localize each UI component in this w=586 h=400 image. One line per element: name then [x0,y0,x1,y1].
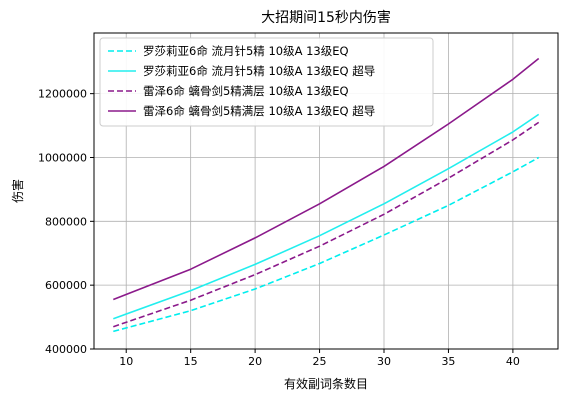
legend-label-4: 雷泽6命 螭骨剑5精满层 10级A 13级EQ 超导 [143,104,375,118]
series-line-3 [113,121,540,328]
x-tick-label: 40 [506,355,520,368]
y-axis-title: 伤害 [10,179,25,203]
y-tick-label: 1000000 [38,151,87,164]
plot-frame [93,32,559,350]
y-tick-label: 400000 [45,343,87,356]
chart-title: 大招期间15秒内伤害 [261,10,391,26]
x-tick-label: 10 [119,355,133,368]
axis-ticks: 10 15 20 25 30 35 40 400000 600000 800000 1000000 1… [38,88,520,368]
y-tick-label: 600000 [45,279,87,292]
legend: 罗莎莉亚6命 流月针5精 10级A 13级EQ 罗莎莉亚6命 流月针5精 10级A… [99,37,434,127]
y-tick-label: 1200000 [38,88,87,101]
y-tick-label: 800000 [45,215,87,228]
series-line-4 [113,57,540,301]
legend-box [99,37,434,127]
x-tick-label: 30 [377,355,391,368]
x-tick-label: 35 [441,355,455,368]
x-tick-label: 20 [248,355,262,368]
series-layer [113,57,540,333]
series-line-1 [113,156,540,333]
legend-label-3: 雷泽6命 螭骨剑5精满层 10级A 13级EQ [143,84,349,98]
legend-label-1: 罗莎莉亚6命 流月针5精 10级A 13级EQ [143,44,349,58]
legend-label-2: 罗莎莉亚6命 流月针5精 10级A 13级EQ 超导 [143,64,375,78]
x-tick-label: 25 [313,355,327,368]
x-axis-title: 有效副词条数目 [284,376,368,391]
x-tick-label: 15 [184,355,198,368]
series-line-2 [113,113,540,320]
